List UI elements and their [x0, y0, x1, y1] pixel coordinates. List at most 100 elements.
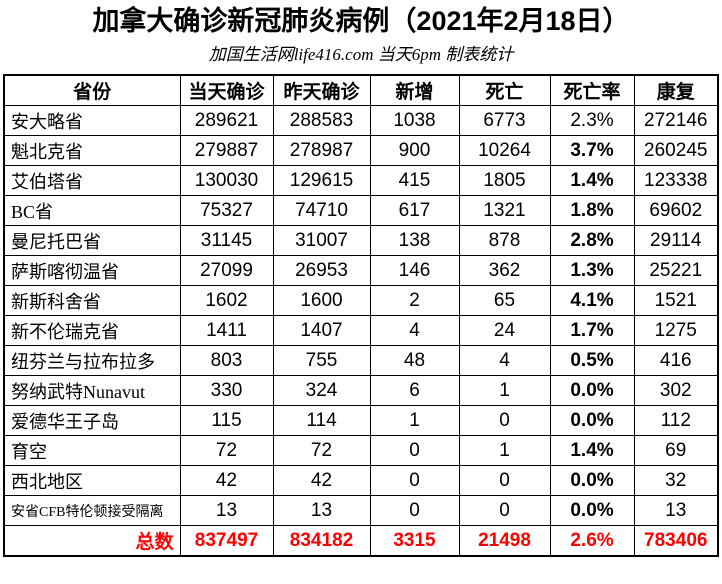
- cell-province: 新不伦瑞克省: [3, 315, 181, 346]
- cell-death-rate: 1.4%: [549, 435, 635, 466]
- cell-province: 西北地区: [3, 465, 181, 496]
- column-header-death-rate: 死亡率: [549, 74, 635, 106]
- cell-recovered: 1275: [633, 315, 719, 346]
- column-header-recovered: 康复: [633, 74, 719, 106]
- column-header-new: 新增: [369, 74, 460, 106]
- cell-province: 爱德华王子岛: [3, 405, 181, 436]
- cell-recovered: 29114: [633, 225, 719, 256]
- cell-recovered: 260245: [633, 135, 719, 166]
- cell-province: 曼尼托巴省: [3, 225, 181, 256]
- cell-today: 803: [179, 345, 274, 376]
- cell-death-rate: 0.0%: [549, 405, 635, 436]
- cell-death-rate: 1.7%: [549, 315, 635, 346]
- column-header-province: 省份: [3, 74, 181, 106]
- cell-province: 育空: [3, 435, 181, 466]
- cell-today: 75327: [179, 195, 274, 226]
- totals-recovered: 783406: [633, 525, 719, 557]
- cell-province: BC省: [3, 195, 181, 226]
- cell-new: 4: [369, 315, 460, 346]
- totals-deaths: 21498: [458, 525, 551, 557]
- cell-today: 279887: [179, 135, 274, 166]
- cell-yesterday: 1407: [272, 315, 371, 346]
- totals-label: 总数: [3, 525, 181, 557]
- cell-yesterday: 42: [272, 465, 371, 496]
- cell-yesterday: 129615: [272, 165, 371, 196]
- cell-new: 6: [369, 375, 460, 406]
- cell-recovered: 416: [633, 345, 719, 376]
- cell-yesterday: 72: [272, 435, 371, 466]
- covid-stats-table: 省份 当天确诊 昨天确诊 新增 死亡 死亡率 康复 安大略省 289621 28…: [3, 74, 719, 557]
- cell-yesterday: 26953: [272, 255, 371, 286]
- cell-today: 27099: [179, 255, 274, 286]
- cell-death-rate: 0.0%: [549, 495, 635, 526]
- cell-yesterday: 324: [272, 375, 371, 406]
- cell-death-rate: 2.8%: [549, 225, 635, 256]
- cell-death-rate: 1.4%: [549, 165, 635, 196]
- table-row: 新斯科舍省 1602 1600 2 65 4.1% 1521: [3, 285, 719, 316]
- cell-yesterday: 13: [272, 495, 371, 526]
- cell-deaths: 6773: [458, 105, 551, 136]
- cell-death-rate: 0.5%: [549, 345, 635, 376]
- cell-province: 艾伯塔省: [3, 165, 181, 196]
- cell-deaths: 878: [458, 225, 551, 256]
- cell-recovered: 302: [633, 375, 719, 406]
- cell-province: 努纳武特Nunavut: [3, 375, 181, 406]
- cell-recovered: 123338: [633, 165, 719, 196]
- cell-new: 1038: [369, 105, 460, 136]
- cell-deaths: 1: [458, 435, 551, 466]
- cell-deaths: 0: [458, 465, 551, 496]
- cell-death-rate: 2.3%: [549, 105, 635, 136]
- cell-recovered: 13: [633, 495, 719, 526]
- cell-today: 72: [179, 435, 274, 466]
- column-header-today: 当天确诊: [179, 74, 274, 106]
- cell-deaths: 1: [458, 375, 551, 406]
- table-row: 萨斯喀彻温省 27099 26953 146 362 1.3% 25221: [3, 255, 719, 286]
- table-row: 曼尼托巴省 31145 31007 138 878 2.8% 29114: [3, 225, 719, 256]
- table-row: 爱德华王子岛 115 114 1 0 0.0% 112: [3, 405, 719, 436]
- column-header-deaths: 死亡: [458, 74, 551, 106]
- cell-recovered: 25221: [633, 255, 719, 286]
- cell-new: 0: [369, 465, 460, 496]
- cell-today: 1411: [179, 315, 274, 346]
- cell-new: 1: [369, 405, 460, 436]
- table-row: 魁北克省 279887 278987 900 10264 3.7% 260245: [3, 135, 719, 166]
- table-row: 育空 72 72 0 1 1.4% 69: [3, 435, 719, 466]
- cell-new: 415: [369, 165, 460, 196]
- cell-today: 115: [179, 405, 274, 436]
- table-row: BC省 75327 74710 617 1321 1.8% 69602: [3, 195, 719, 226]
- cell-today: 42: [179, 465, 274, 496]
- cell-deaths: 65: [458, 285, 551, 316]
- table-row: 安省CFB特伦顿接受隔离 13 13 0 0 0.0% 13: [3, 495, 719, 526]
- table-row: 努纳武特Nunavut 330 324 6 1 0.0% 302: [3, 375, 719, 406]
- cell-today: 31145: [179, 225, 274, 256]
- cell-province: 魁北克省: [3, 135, 181, 166]
- cell-death-rate: 0.0%: [549, 465, 635, 496]
- cell-today: 289621: [179, 105, 274, 136]
- cell-deaths: 4: [458, 345, 551, 376]
- cell-new: 617: [369, 195, 460, 226]
- totals-today: 837497: [179, 525, 274, 557]
- cell-yesterday: 755: [272, 345, 371, 376]
- cell-recovered: 1521: [633, 285, 719, 316]
- cell-deaths: 362: [458, 255, 551, 286]
- cell-deaths: 1321: [458, 195, 551, 226]
- cell-new: 146: [369, 255, 460, 286]
- cell-new: 138: [369, 225, 460, 256]
- cell-recovered: 112: [633, 405, 719, 436]
- cell-deaths: 24: [458, 315, 551, 346]
- cell-new: 0: [369, 435, 460, 466]
- totals-new: 3315: [369, 525, 460, 557]
- cell-today: 330: [179, 375, 274, 406]
- page-title: 加拿大确诊新冠肺炎病例（2021年2月18日）: [92, 6, 630, 36]
- table-row: 艾伯塔省 130030 129615 415 1805 1.4% 123338: [3, 165, 719, 196]
- cell-today: 130030: [179, 165, 274, 196]
- header-row: 省份 当天确诊 昨天确诊 新增 死亡 死亡率 康复: [3, 74, 719, 106]
- totals-yesterday: 834182: [272, 525, 371, 557]
- cell-province: 纽芬兰与拉布拉多: [3, 345, 181, 376]
- totals-death-rate: 2.6%: [549, 525, 635, 557]
- cell-today: 1602: [179, 285, 274, 316]
- table-row: 纽芬兰与拉布拉多 803 755 48 4 0.5% 416: [3, 345, 719, 376]
- cell-province: 萨斯喀彻温省: [3, 255, 181, 286]
- cell-province: 安省CFB特伦顿接受隔离: [3, 495, 181, 526]
